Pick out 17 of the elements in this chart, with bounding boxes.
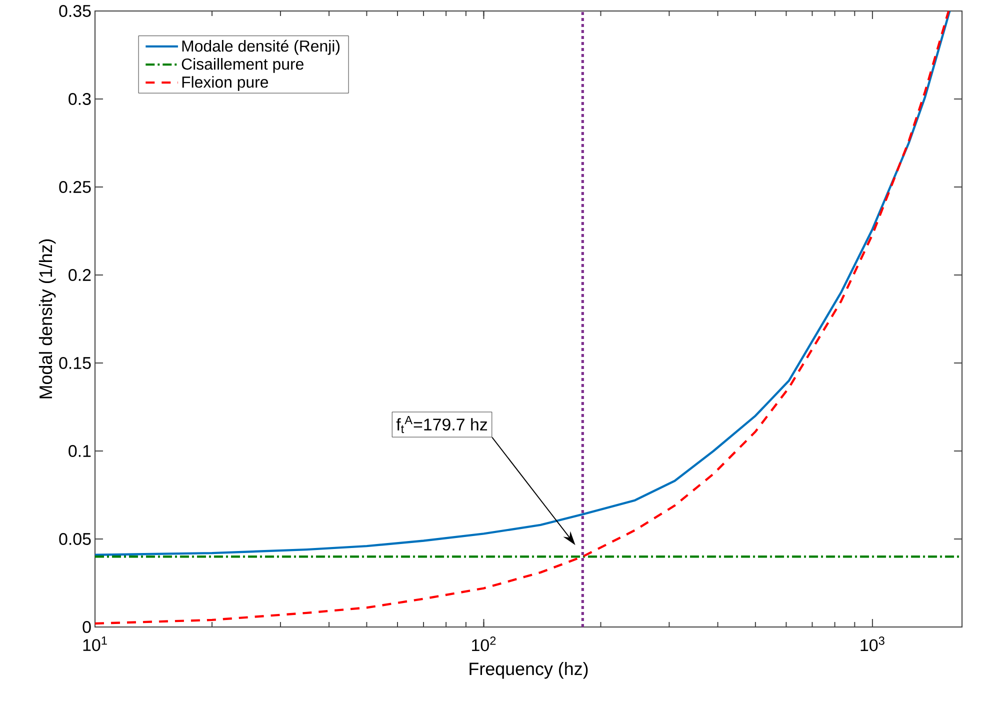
x-axis-title: Frequency (hz) xyxy=(470,662,588,679)
legend-label: Cisaillement pure xyxy=(182,58,304,73)
y-axis-title: Modal density (1/hz) xyxy=(38,239,56,398)
y-tick-label: 0.15 xyxy=(59,357,91,369)
x-tick-label: 10$^{3}$ xyxy=(860,636,884,652)
x-tick-label: 10$^{2}$ xyxy=(472,636,496,652)
y-tick-label: 0.3 xyxy=(68,93,91,105)
x-tick-label: 10$^{1}$ xyxy=(83,636,107,652)
y-tick-label: 0.2 xyxy=(68,269,91,281)
y-tick-label: 0.35 xyxy=(59,5,91,17)
legend-label: Flexion pure xyxy=(182,76,268,91)
y-tick-label: 0 xyxy=(82,621,91,633)
y-tick-label: 0.25 xyxy=(59,181,91,193)
y-tick-label: 0.1 xyxy=(68,445,91,457)
legend-label: Modale densité (Renji) xyxy=(182,40,340,55)
annotation: f$_{t}$$^{A}$=179.7 hz xyxy=(396,416,488,434)
y-tick-label: 0.05 xyxy=(59,533,91,545)
